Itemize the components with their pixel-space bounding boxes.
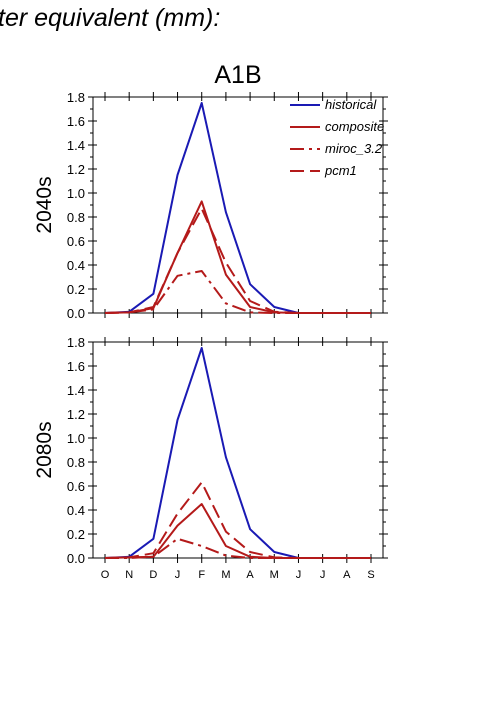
y-tick-label: 1.2 xyxy=(67,407,85,422)
x-tick-label: N xyxy=(125,569,133,581)
chart-title: A1B xyxy=(214,61,261,89)
x-tick-label: A xyxy=(343,569,351,581)
y-tick-label: 1.6 xyxy=(67,359,85,374)
x-tick-label: J xyxy=(175,569,181,581)
series-line-pcm1 xyxy=(104,207,371,314)
y-tick-label: 0.6 xyxy=(67,479,85,494)
legend-label: miroc_3.2 xyxy=(325,141,383,156)
page-title: ter equivalent (mm): xyxy=(0,4,221,32)
y-tick-label: 1.0 xyxy=(67,186,85,201)
y-tick-label: 0.2 xyxy=(67,527,85,542)
y-tick-label: 1.2 xyxy=(67,162,85,177)
y-tick-label: 1.8 xyxy=(67,90,85,105)
x-tick-label: J xyxy=(296,569,302,581)
y-tick-label: 0.8 xyxy=(67,455,85,470)
y-tick-label: 1.4 xyxy=(67,383,85,398)
y-axis-label: 2080s xyxy=(33,421,56,478)
y-tick-label: 1.0 xyxy=(67,431,85,446)
series-line-miroc-3-2 xyxy=(104,270,371,314)
y-axis-label: 2040s xyxy=(33,176,56,233)
x-tick-label: S xyxy=(367,569,374,581)
series-line-composite xyxy=(104,200,371,314)
legend-label: historical xyxy=(325,97,377,112)
y-tick-label: 0.6 xyxy=(67,234,85,249)
x-tick-label: O xyxy=(101,569,110,581)
y-tick-label: 0.8 xyxy=(67,210,85,225)
series-line-pcm1 xyxy=(104,481,371,559)
legend-label: composite xyxy=(325,119,384,134)
x-tick-label: M xyxy=(270,569,279,581)
y-tick-label: 0.4 xyxy=(67,258,85,273)
series-line-miroc-3-2 xyxy=(105,537,371,559)
x-tick-label: D xyxy=(149,569,157,581)
series-line-historical xyxy=(104,347,371,559)
x-tick-label: A xyxy=(246,569,254,581)
plot-frame xyxy=(92,341,384,559)
y-tick-label: 1.8 xyxy=(67,335,85,350)
x-tick-label: J xyxy=(320,569,326,581)
y-tick-label: 0.0 xyxy=(67,551,85,566)
y-tick-label: 0.2 xyxy=(67,282,85,297)
x-tick-label: M xyxy=(221,569,230,581)
y-tick-label: 0.0 xyxy=(67,306,85,321)
y-tick-label: 0.4 xyxy=(67,503,85,518)
series-line-composite xyxy=(104,503,371,559)
y-tick-label: 1.4 xyxy=(67,138,85,153)
legend-label: pcm1 xyxy=(324,163,357,178)
y-tick-label: 1.6 xyxy=(67,114,85,129)
x-tick-label: F xyxy=(198,569,205,581)
